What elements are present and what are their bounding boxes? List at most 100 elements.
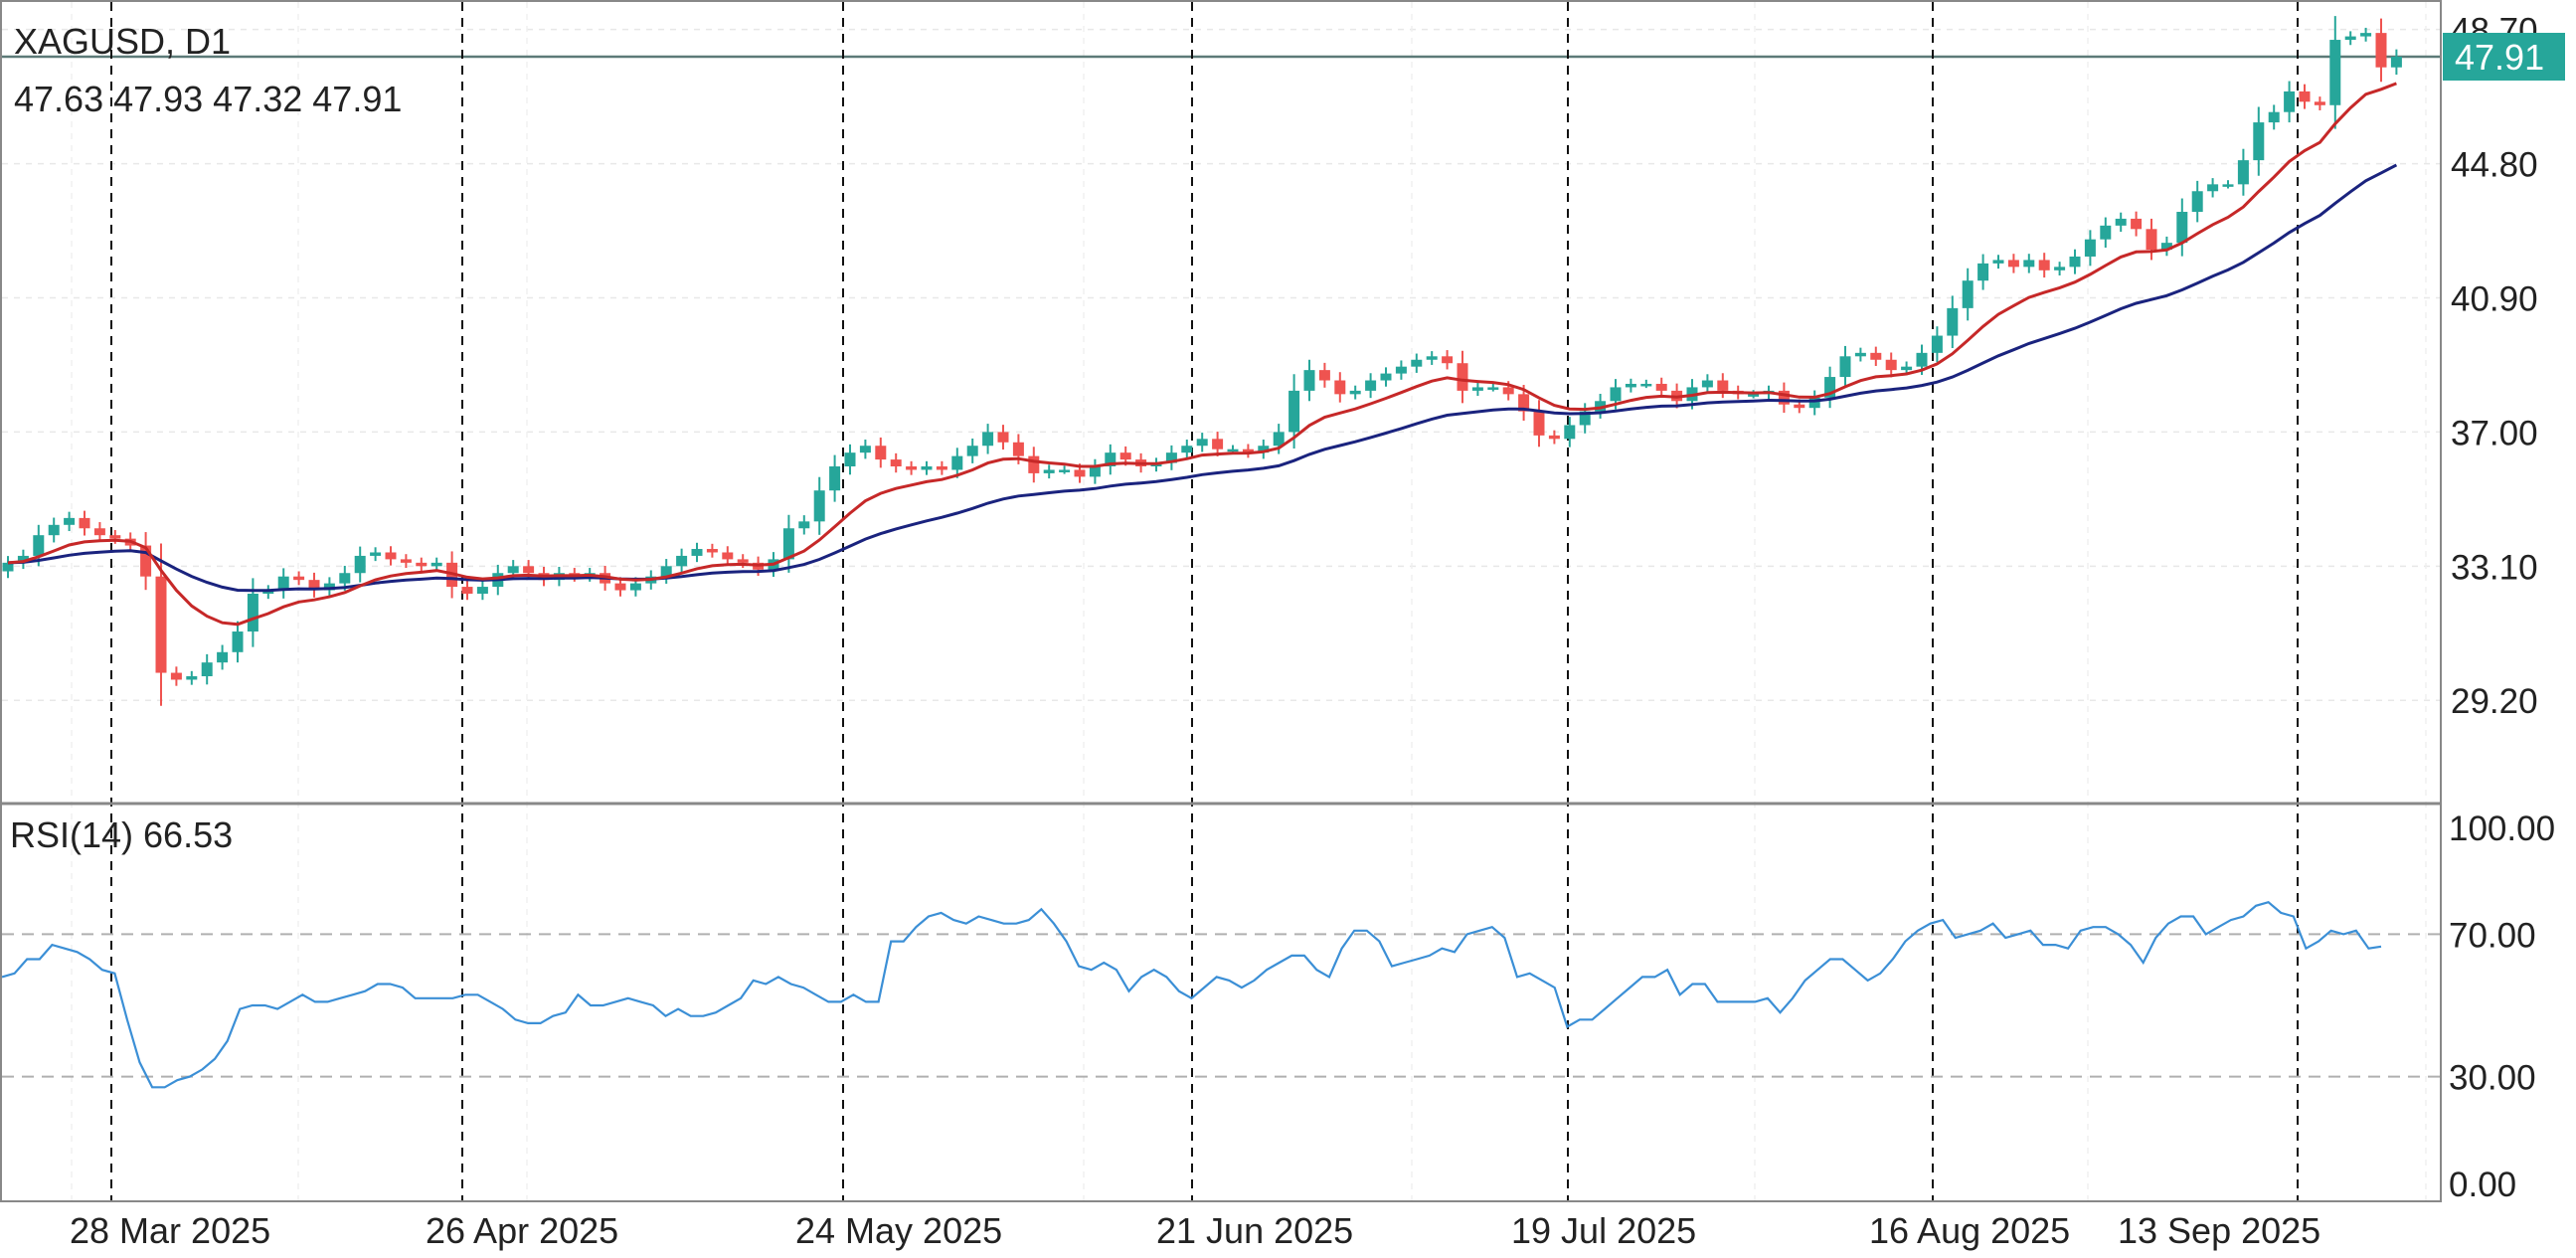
candle-bear — [461, 587, 473, 594]
candle-bull — [1625, 383, 1636, 388]
candle-bull — [507, 566, 519, 574]
candle-bull — [2084, 239, 2096, 257]
candle-bull — [829, 465, 841, 491]
candle-bull — [2054, 267, 2066, 270]
moving-averages — [7, 82, 2398, 627]
candle-bull — [2222, 184, 2234, 187]
candle-bear — [722, 552, 734, 560]
candle-bear — [170, 672, 182, 680]
candle-bear — [2131, 218, 2143, 230]
candle-bull — [691, 549, 703, 556]
rsi-line — [1, 900, 2382, 1089]
candle-bear — [737, 559, 749, 563]
price-tick-label: 44.80 — [2451, 146, 2538, 185]
candle-bull — [1105, 452, 1116, 466]
chart-frame — [0, 0, 2442, 1202]
candle-bull — [1365, 380, 1377, 391]
ohlc-readout: 47.63 47.93 47.32 47.91 — [14, 79, 402, 119]
candle-bull — [1411, 359, 1423, 367]
candle-bear — [1442, 356, 1454, 364]
candle-bull — [951, 455, 963, 470]
candle-bear — [416, 562, 428, 567]
candle-bull — [2100, 225, 2112, 240]
candle-bear — [1028, 455, 1040, 473]
candle-bull — [262, 590, 274, 594]
candle-bull — [1471, 387, 1483, 391]
candle-bear — [140, 545, 152, 577]
candle-bull — [1854, 352, 1866, 357]
candles — [2, 16, 2402, 706]
candle-bull — [921, 465, 933, 470]
candle-bull — [1640, 383, 1652, 387]
date-tick-label: 21 Jun 2025 — [1156, 1210, 1353, 1251]
candle-bear — [1318, 370, 1330, 381]
candle-bear — [2314, 101, 2325, 105]
candle-bear — [1518, 394, 1530, 412]
candle-bull — [1931, 335, 1943, 353]
candle-bull — [48, 524, 60, 536]
candle-bear — [997, 432, 1009, 443]
candle-bear — [1533, 411, 1545, 436]
candle-bull — [339, 573, 351, 584]
candle-bull — [1701, 380, 1713, 388]
candle-bull — [1839, 356, 1851, 378]
candle-bull — [323, 583, 335, 591]
date-tick-label: 16 Aug 2025 — [1869, 1210, 2070, 1251]
candle-bull — [1610, 387, 1622, 402]
candle-bull — [247, 593, 258, 632]
candle-bull — [1748, 394, 1760, 397]
candle-bear — [1119, 452, 1131, 460]
candle-bear — [1655, 383, 1667, 391]
candle-bull — [186, 676, 198, 680]
rsi-tick-label: 0.00 — [2449, 1166, 2516, 1204]
candle-bear — [1502, 387, 1514, 395]
candle-bear — [1012, 442, 1024, 456]
candle-bull — [2, 562, 14, 572]
candle-bull — [217, 651, 229, 663]
price-tick-label: 40.90 — [2451, 279, 2538, 318]
candle-bull — [17, 555, 29, 563]
candle-bear — [93, 528, 105, 536]
candle-bull — [2360, 33, 2372, 37]
candle-bear — [906, 465, 918, 470]
candle-bull — [1258, 446, 1270, 453]
candle-bear — [400, 559, 412, 563]
candle-bear — [293, 576, 305, 581]
candle-bull — [2191, 191, 2203, 213]
candle-bull — [370, 552, 382, 556]
candle-bull — [982, 432, 994, 447]
candle-bull — [354, 555, 366, 574]
candle-bear — [79, 517, 90, 529]
candle-bull — [660, 566, 672, 577]
price-tick-label: 37.00 — [2451, 414, 2538, 452]
candle-bull — [1181, 446, 1193, 453]
candle-bear — [890, 459, 902, 466]
candle-bull — [1043, 469, 1055, 473]
candle-bull — [1901, 366, 1913, 371]
candle-bull — [1395, 366, 1407, 374]
time-separators — [110, 2, 2299, 1201]
date-tick-label: 13 Sep 2025 — [2118, 1210, 2320, 1251]
date-tick-label: 28 Mar 2025 — [70, 1210, 270, 1251]
candle-bull — [2176, 212, 2188, 244]
rsi-panel — [1, 900, 2441, 1089]
candle-bull — [430, 562, 442, 567]
candle-bull — [476, 587, 488, 594]
candle-bull — [1380, 373, 1392, 381]
candle-bull — [2390, 57, 2402, 68]
candle-bull — [1808, 397, 1820, 409]
candle-bull — [1947, 307, 1959, 336]
candle-bull — [1977, 263, 1989, 281]
candle-bull — [1916, 352, 1928, 367]
candle-bear — [1334, 380, 1346, 395]
candle-bull — [1595, 401, 1607, 412]
candle-bull — [1579, 411, 1591, 426]
rsi-label: RSI(14) 66.53 — [10, 814, 233, 855]
candle-bull — [966, 446, 978, 456]
candle-bear — [2038, 260, 2050, 270]
price-tick-label: 29.20 — [2451, 682, 2538, 721]
candle-bull — [64, 517, 76, 525]
candle-bear — [1794, 404, 1805, 409]
candle-bull — [2284, 90, 2296, 112]
candle-bull — [1962, 280, 1974, 308]
